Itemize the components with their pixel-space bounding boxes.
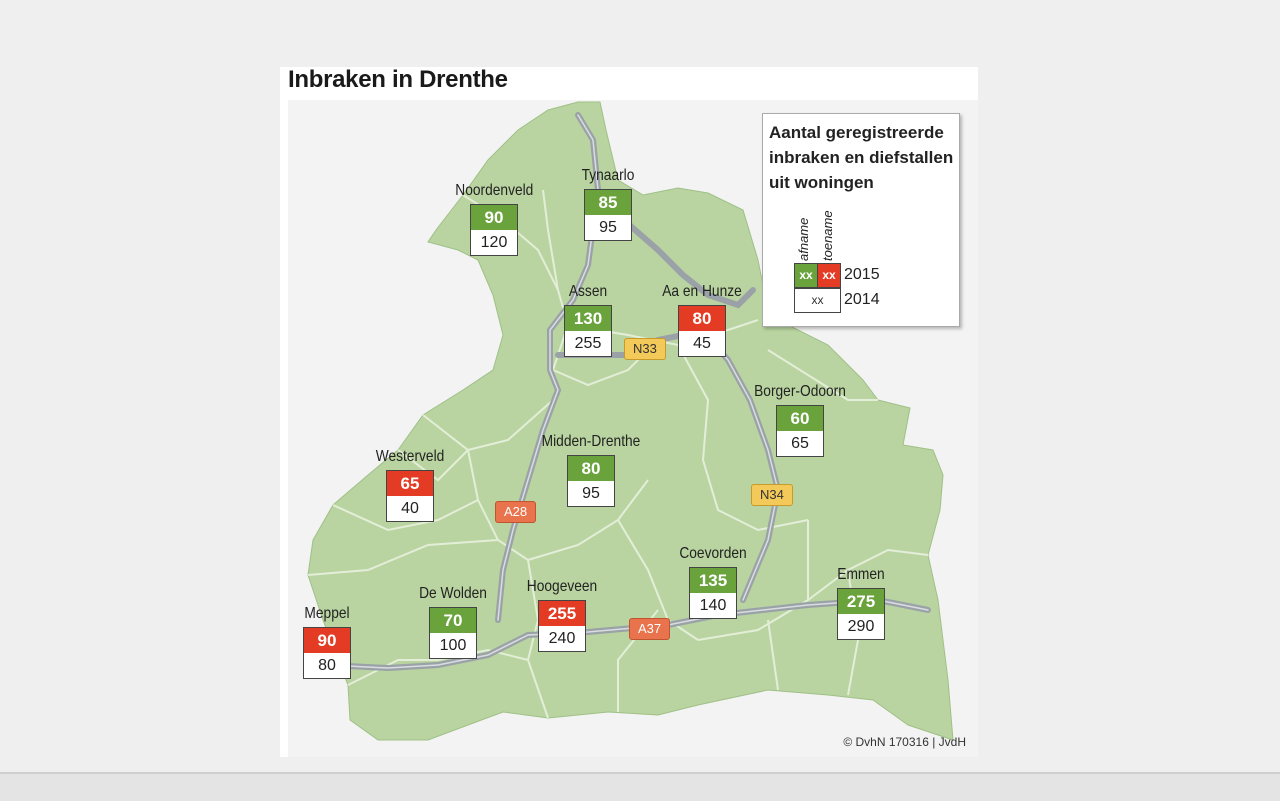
muni-de-wolden: De Wolden 70 100 bbox=[408, 585, 498, 659]
value-2015: 255 bbox=[539, 601, 585, 626]
legend-swatch-increase: xx bbox=[817, 263, 841, 288]
value-2014: 40 bbox=[387, 496, 433, 521]
value-2015: 60 bbox=[777, 406, 823, 431]
value-2014: 140 bbox=[690, 593, 736, 618]
value-2015: 130 bbox=[565, 306, 611, 331]
muni-meppel: Meppel 90 80 bbox=[288, 605, 366, 679]
legend-decrease-label: afname bbox=[796, 217, 811, 261]
value-2015: 275 bbox=[838, 589, 884, 614]
value-2014: 45 bbox=[679, 331, 725, 356]
legend-title: Aantal geregistreerde inbraken en diefst… bbox=[769, 120, 959, 195]
value-box: 85 95 bbox=[584, 189, 632, 241]
road-label-a28: A28 bbox=[495, 501, 537, 523]
top-bar bbox=[0, 0, 1280, 52]
value-box: 90 120 bbox=[470, 204, 518, 256]
muni-westerveld: Westerveld 65 40 bbox=[365, 448, 455, 522]
value-2015: 85 bbox=[585, 190, 631, 215]
value-2015: 90 bbox=[304, 628, 350, 653]
legend-title-line: Aantal geregistreerde bbox=[769, 123, 944, 142]
muni-name: Westerveld bbox=[375, 448, 445, 465]
muni-midden-drenthe: Midden-Drenthe 80 95 bbox=[531, 433, 651, 507]
value-box: 60 65 bbox=[776, 405, 824, 457]
value-2015: 65 bbox=[387, 471, 433, 496]
legend-swatch-2014: xx bbox=[794, 288, 841, 313]
road-label-a37: A37 bbox=[629, 618, 671, 640]
muni-noordenveld: Noordenveld 90 120 bbox=[449, 182, 539, 256]
legend-swatch-decrease: xx bbox=[794, 263, 818, 288]
legend-year-current: 2015 bbox=[844, 266, 880, 283]
value-2014: 290 bbox=[838, 614, 884, 639]
value-2015: 90 bbox=[471, 205, 517, 230]
value-box: 275 290 bbox=[837, 588, 885, 640]
legend-title-line: uit woningen bbox=[769, 173, 874, 192]
road-label-n33: N33 bbox=[624, 338, 666, 360]
legend-title-line: inbraken en diefstallen bbox=[769, 148, 954, 167]
muni-hoogeveen: Hoogeveen 255 240 bbox=[517, 578, 607, 652]
muni-name: Midden-Drenthe bbox=[541, 433, 641, 450]
bottom-bar bbox=[0, 772, 1280, 801]
legend-increase-label: toename bbox=[820, 210, 835, 261]
value-box: 130 255 bbox=[564, 305, 612, 357]
muni-name: Coevorden bbox=[679, 545, 747, 562]
value-box: 65 40 bbox=[386, 470, 434, 522]
map-title: Inbraken in Drenthe bbox=[288, 66, 508, 93]
value-box: 90 80 bbox=[303, 627, 351, 679]
muni-name: Tynaarlo bbox=[581, 167, 635, 184]
map-area bbox=[288, 100, 978, 757]
muni-name: Aa en Hunze bbox=[662, 283, 742, 300]
muni-name: Hoogeveen bbox=[526, 578, 598, 595]
muni-emmen: Emmen 275 290 bbox=[816, 566, 906, 640]
value-box: 80 95 bbox=[567, 455, 615, 507]
value-2014: 95 bbox=[585, 215, 631, 240]
muni-name: Meppel bbox=[304, 605, 350, 622]
value-2015: 80 bbox=[679, 306, 725, 331]
road-label-n34: N34 bbox=[751, 484, 793, 506]
legend: Aantal geregistreerde inbraken en diefst… bbox=[762, 113, 960, 327]
muni-name: Assen bbox=[568, 283, 608, 300]
muni-name: De Wolden bbox=[419, 585, 487, 602]
muni-name: Emmen bbox=[837, 566, 885, 583]
muni-name: Borger-Odoorn bbox=[754, 383, 846, 400]
value-box: 255 240 bbox=[538, 600, 586, 652]
muni-aa-en-hunze: Aa en Hunze 80 45 bbox=[652, 283, 752, 357]
muni-name: Noordenveld bbox=[455, 182, 534, 199]
value-2015: 80 bbox=[568, 456, 614, 481]
value-2014: 255 bbox=[565, 331, 611, 356]
value-2014: 95 bbox=[568, 481, 614, 506]
muni-tynaarlo: Tynaarlo 85 95 bbox=[563, 167, 653, 241]
muni-assen: Assen 130 255 bbox=[543, 283, 633, 357]
value-2014: 65 bbox=[777, 431, 823, 456]
value-box: 70 100 bbox=[429, 607, 477, 659]
value-box: 80 45 bbox=[678, 305, 726, 357]
value-box: 135 140 bbox=[689, 567, 737, 619]
legend-year-previous: 2014 bbox=[844, 291, 880, 308]
value-2014: 80 bbox=[304, 653, 350, 678]
value-2015: 135 bbox=[690, 568, 736, 593]
muni-borger-odoorn: Borger-Odoorn 60 65 bbox=[745, 383, 855, 457]
copyright-note: © DvhN 170316 | JvdH bbox=[843, 735, 966, 749]
value-2014: 100 bbox=[430, 633, 476, 658]
muni-coevorden: Coevorden 135 140 bbox=[668, 545, 758, 619]
value-2014: 120 bbox=[471, 230, 517, 255]
value-2015: 70 bbox=[430, 608, 476, 633]
value-2014: 240 bbox=[539, 626, 585, 651]
